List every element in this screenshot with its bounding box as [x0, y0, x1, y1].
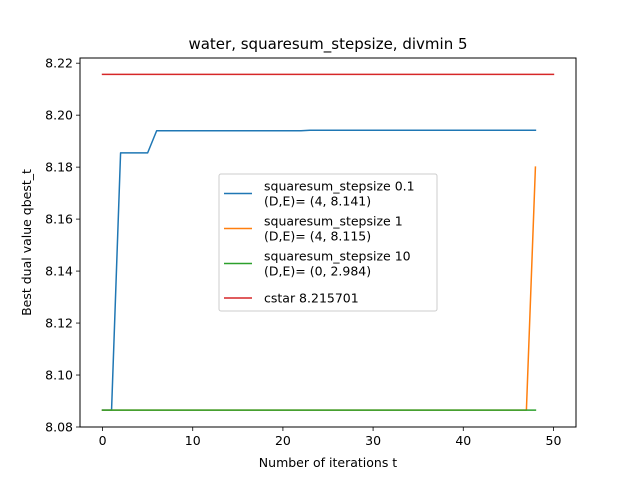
legend-box — [218, 173, 438, 312]
legend-label-0: squaresum_stepsize 0.1 (D,E)= (4, 8.141) — [264, 179, 415, 209]
x-axis: 0 10 20 30 40 50 — [99, 427, 562, 448]
plot-frame — [79, 57, 577, 428]
y-axis-label: Best dual value qbest_t — [19, 169, 34, 316]
series-layer — [101, 73, 555, 411]
legend: squaresum_stepsize 0.1 (D,E)= (4, 8.141) s… — [218, 173, 438, 312]
legend-label-3: cstar 8.215701 — [264, 291, 359, 306]
x-tick-label: 30 — [365, 433, 381, 448]
x-tick-label: 0 — [99, 433, 107, 448]
y-axis: 8.08 8.10 8.12 8.14 8.16 8.18 8.20 8.22 — [45, 56, 80, 435]
x-tick-label: 50 — [546, 433, 562, 448]
y-tick-label: 8.12 — [45, 316, 73, 331]
y-tick-label: 8.22 — [45, 56, 73, 71]
x-tick-label: 10 — [185, 433, 201, 448]
y-tick-label: 8.20 — [45, 108, 73, 123]
y-tick-label: 8.08 — [45, 420, 73, 435]
x-tick-label: 40 — [455, 433, 471, 448]
legend-label-2: squaresum_stepsize 10 (D,E)= (0, 2.984) — [264, 249, 411, 279]
y-tick-label: 8.16 — [45, 212, 73, 227]
y-tick-label: 8.18 — [45, 160, 73, 175]
y-tick-label: 8.10 — [45, 368, 73, 383]
chart-title: water, squaresum_stepsize, divmin 5 — [188, 35, 467, 54]
x-axis-label: Number of iterations t — [259, 455, 398, 470]
y-tick-label: 8.14 — [45, 264, 73, 279]
series-line-0 — [101, 129, 537, 411]
x-tick-label: 20 — [275, 433, 291, 448]
legend-label-1: squaresum_stepsize 1 (D,E)= (4, 8.115) — [264, 214, 403, 244]
